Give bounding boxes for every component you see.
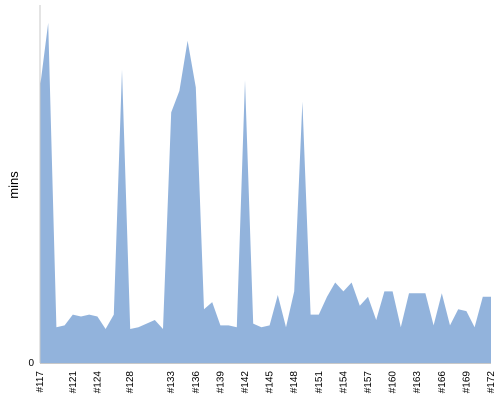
series-area (40, 22, 491, 364)
x-tick-label: #145 (265, 371, 276, 394)
x-tick-label: #163 (412, 371, 423, 394)
x-tick-label: #128 (125, 371, 136, 394)
x-tick-label: #117 (35, 371, 46, 393)
x-tick-label: #142 (240, 371, 251, 394)
y-axis-title: mins (6, 171, 21, 199)
y-tick-label: 0 (28, 358, 34, 369)
x-tick-label: #154 (338, 371, 349, 394)
x-tick-label: #133 (166, 371, 177, 394)
plot-area (40, 22, 491, 364)
x-tick-label: #136 (191, 371, 202, 394)
x-tick-label: #172 (486, 371, 497, 394)
x-tick-label: #157 (363, 371, 374, 394)
x-tick-label: #160 (388, 371, 399, 394)
x-tick-label: #121 (68, 371, 79, 394)
x-tick-label: #124 (92, 371, 103, 394)
x-tick-label: #169 (461, 371, 472, 394)
x-tick-label: #148 (289, 371, 300, 394)
x-tick-label: #166 (437, 371, 448, 394)
x-tick-labels: #117 #121 #124 #128 #133 #136 #139 #142 #145 #148… (35, 371, 497, 394)
x-tick-label: #139 (215, 371, 226, 394)
x-tick-label: #151 (314, 371, 325, 394)
